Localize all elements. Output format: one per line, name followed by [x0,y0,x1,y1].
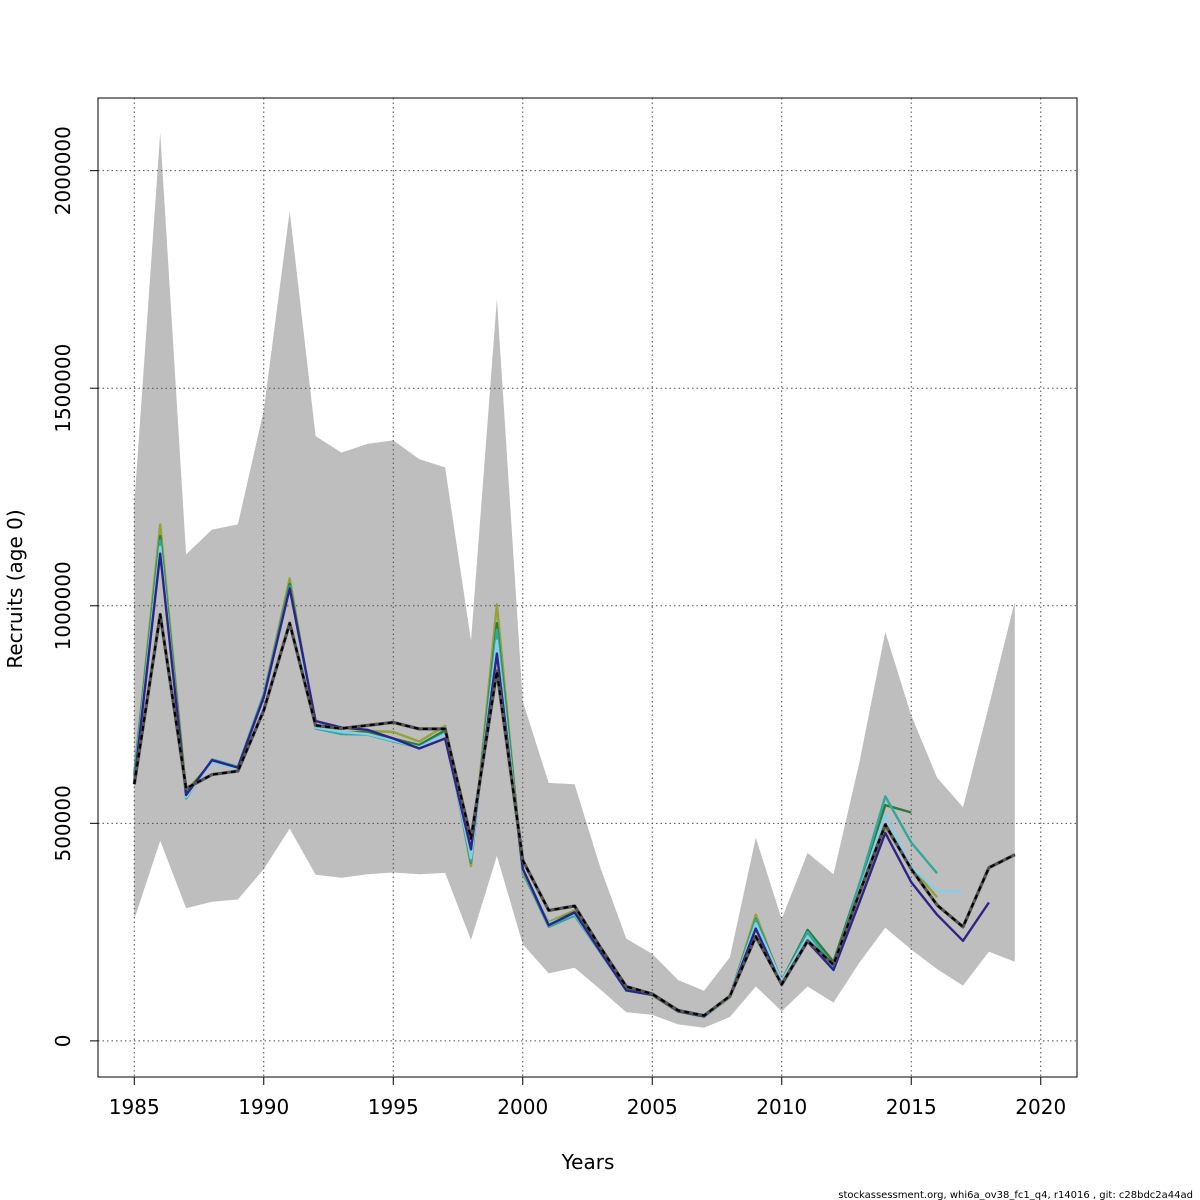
x-tick-label: 2005 [627,1095,678,1119]
x-tick-label: 2000 [497,1095,548,1119]
x-axis: 1985 1990 1995 2000 2005 2010 2015 2020 [109,1076,1066,1119]
confidence-band-layer [134,132,1015,1028]
y-axis-title: Recruits (age 0) [3,509,27,668]
y-axis: 0 500000 1000000 1500000 2000000 [51,126,99,1048]
x-tick-label: 2015 [886,1095,937,1119]
x-tick-label: 2020 [1015,1095,1066,1119]
y-tick-label: 500000 [51,785,75,861]
x-tick-label: 2010 [756,1095,807,1119]
footer-note: stockassessment.org, whi6a_ov38_fc1_q4, … [838,1190,1193,1200]
y-tick-label: 1000000 [51,561,75,650]
series-line-base-run [133,613,1016,1017]
series-line-retro-5 [133,552,990,1018]
confidence-band [134,132,1015,1028]
x-tick-label: 1985 [109,1095,160,1119]
grid-layer [98,98,1077,1077]
y-tick-label: 0 [51,1035,75,1048]
x-tick-label: 1990 [238,1095,289,1119]
y-tick-label: 2000000 [51,126,75,215]
x-axis-title: Years [561,1150,615,1174]
y-tick-label: 1500000 [51,344,75,433]
series-layer [132,523,1016,1019]
x-tick-label: 1995 [368,1095,419,1119]
